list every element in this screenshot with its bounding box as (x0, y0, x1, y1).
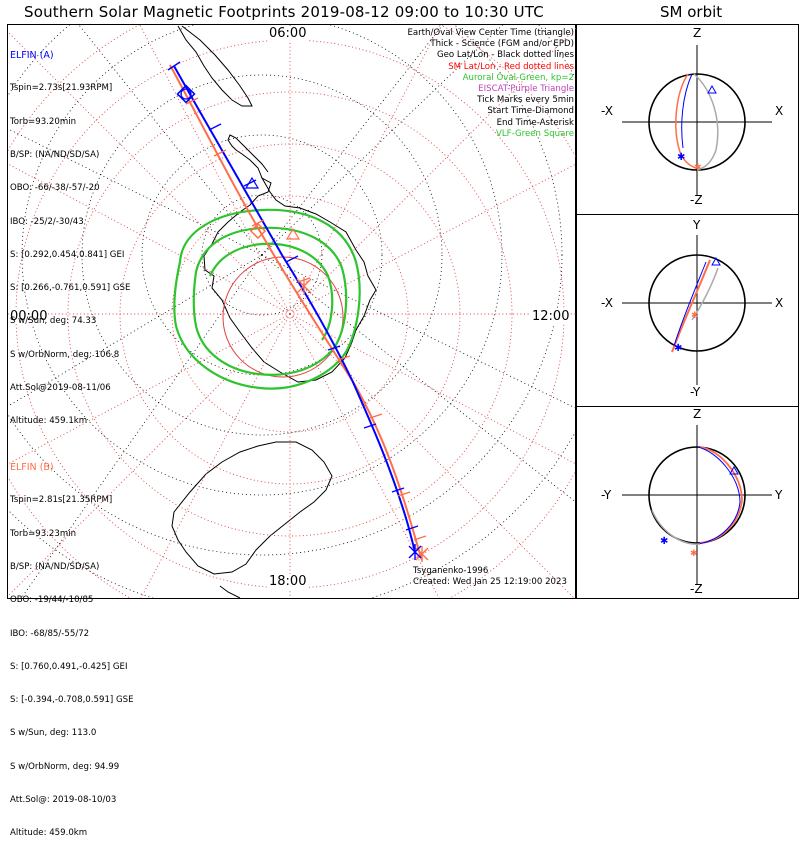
view-center-triangle-b (285, 227, 301, 240)
mlt-label-left: 00:00 (9, 309, 49, 324)
panel2-axis-bottom: -Y (690, 385, 701, 399)
orbit-panel-xy: ✱ ✱ (622, 235, 772, 385)
elfin-b-line: S: [0.760,0.491,-0.425] GEI (10, 661, 128, 672)
footprint-map: ✱ ✱ ✱ ✱ ✱ ✱ (7, 24, 799, 599)
legend-item: End Time-Asterisk (496, 117, 574, 128)
elfin-a-info: ELFIN (A) Tspin=2.73s[21.93RPM] Torb=93.… (10, 28, 130, 438)
panel2-axis-top: Y (693, 218, 701, 232)
antarctica-landmass (203, 176, 377, 383)
start-diamond-b (249, 222, 267, 240)
elfin-b-line: Tspin=2.81s[21.35RPM] (10, 495, 113, 506)
elfin-a-line: S: [0.266,-0.761,0.591] GSE (10, 283, 131, 294)
orbit-panel-1-frame (576, 24, 799, 215)
elfin-b-info: ELFIN (B) Tspin=2.81s[21.35RPM] Torb=93.… (10, 440, 134, 850)
elfin-a-line: Torb=93.20min (10, 116, 77, 127)
elfin-a-line: S: [0.292,0.454,0.841] GEI (10, 249, 125, 260)
elfin-b-track (169, 64, 423, 561)
new-zealand-coast (219, 585, 241, 598)
elfin-b-line: S w/Sun, deg: 113.0 (10, 728, 97, 739)
elfin-b-line: Altitude: 459.0km (10, 828, 88, 839)
panel1-axis-top: Z (693, 26, 702, 40)
end-asterisk-b (415, 546, 429, 562)
elfin-a-line: IBO: -25/2/-30/43 (10, 216, 84, 227)
orbit-panel-2-frame (576, 214, 799, 407)
elfin-a-line: S w/Sun, deg: 74.33 (10, 316, 97, 327)
panel2-axis-left: -X (601, 296, 613, 310)
elfin-b-name: ELFIN (B) (10, 462, 54, 474)
orbit-panel-xz: ✱ ✱ (622, 45, 772, 195)
view-center-triangle-a (244, 176, 260, 189)
orbit-panel-3-frame (576, 406, 799, 599)
south-america-tip (177, 25, 253, 107)
orbit-panel-yz: ✱ ✱ (622, 425, 772, 585)
elfin-a-track (173, 65, 416, 553)
elfin-b-line: S: [-0.394,-0.708,0.591] GSE (10, 695, 134, 706)
svg-text:✱: ✱ (690, 549, 698, 559)
end-asterisk-a (408, 544, 422, 560)
elfin-b-line: Att.Sol@: 2019-08-10/03 (10, 795, 117, 805)
panel3-axis-left: -Y (601, 488, 612, 502)
panel1-axis-bottom: -Z (690, 193, 703, 207)
svg-text:✱: ✱ (691, 311, 699, 321)
elfin-b-line: Torb=93.23min (10, 528, 77, 539)
orbit-title: SM orbit (660, 3, 723, 21)
panel1-axis-right: X (775, 104, 784, 118)
mlt-label-right: 12:00 (531, 309, 571, 324)
legend-item: Geo Lat/Lon - Black dotted lines (436, 50, 574, 61)
panel3-axis-top: Z (693, 407, 702, 421)
elfin-a-line: OBO: -66/-38/-57/-20 (10, 183, 100, 194)
elfin-a-line: Altitude: 459.1km (10, 416, 88, 427)
elfin-a-name: ELFIN (A) (10, 50, 54, 62)
legend-item: Tick Marks every 5min (477, 95, 574, 106)
elfin-b-line: IBO: -68/85/-55/72 (10, 628, 90, 639)
elfin-a-line: S w/OrbNorm, deg: 106.8 (10, 349, 120, 360)
legend-item: Thick - Science (FGM and/or EPD) (430, 39, 574, 50)
legend-item: SM Lat/Lon - Red dotted lines (448, 61, 574, 72)
model-credit: Tsyganenko-1996 (413, 566, 489, 576)
svg-text:✱: ✱ (674, 343, 682, 354)
elfin-b-line: S w/OrbNorm, deg: 94.99 (10, 761, 120, 772)
legend-item: Earth/Oval View Center Time (triangle) (407, 28, 574, 38)
panel3-axis-bottom: -Z (690, 582, 703, 596)
elfin-a-line: Att.Sol@2019-08-11/06 (10, 383, 111, 393)
elfin-a-line: Tspin=2.73s[21.93RPM] (10, 83, 113, 94)
mlt-label-bottom: 18:00 (268, 574, 308, 589)
plot-title: Southern Solar Magnetic Footprints 2019-… (24, 3, 544, 21)
legend-item: Start Time-Diamond (487, 106, 574, 117)
elfin-a-line: B/SP: (NA/ND/SD/SA) (10, 150, 100, 161)
sm-pole-star (296, 277, 312, 295)
legend-item: EISCAT-Purple Triangle (478, 84, 574, 95)
panel3-axis-right: Y (775, 488, 783, 502)
svg-text:✱: ✱ (660, 536, 668, 547)
australia-coast (171, 441, 333, 575)
svg-text:✱: ✱ (694, 163, 702, 173)
created-timestamp: Created: Wed Jan 25 12:19:00 2023 (413, 577, 567, 587)
mlt-label-top: 06:00 (268, 26, 308, 41)
panel2-axis-right: X (775, 296, 784, 310)
elfin-b-line: B/SP: (NA/ND/SD/SA) (10, 562, 100, 573)
svg-text:✱: ✱ (677, 152, 685, 163)
elfin-a-ticks (167, 61, 419, 531)
elfin-b-line: OBO: -19/44/-10/85 (10, 595, 94, 606)
legend-item: Auroral Oval-Green, kp=2 (462, 72, 574, 83)
start-diamond-a (176, 84, 196, 104)
panel1-axis-left: -X (601, 104, 613, 118)
legend-item: VLF-Green Square (495, 128, 574, 139)
antarctic-peninsula (227, 134, 269, 179)
map-frame (7, 24, 576, 599)
map-legend: Earth/Oval View Center Time (triangle) T… (407, 28, 574, 140)
